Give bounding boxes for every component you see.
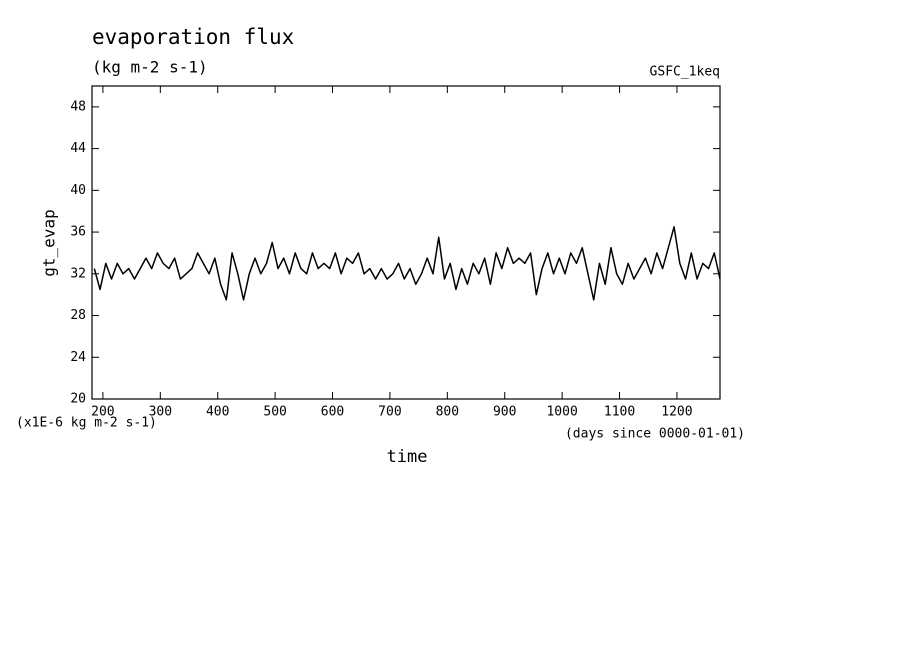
data-line: [93, 226, 721, 301]
y-tick-label: 44: [70, 141, 86, 156]
x-tick-label: 1200: [661, 405, 692, 420]
y-units: (x1E-6 kg m-2 s-1): [16, 416, 157, 431]
y-axis-label: gt_evap: [40, 209, 59, 276]
x-axis-label: time: [387, 447, 428, 467]
y-tick-label: 28: [70, 308, 86, 323]
x-tick-label: 500: [263, 405, 286, 420]
x-tick-label: 300: [149, 405, 172, 420]
chart-subtitle: (kg m-2 s-1): [92, 58, 208, 77]
y-tick-label: 36: [70, 225, 86, 240]
chart-title: evaporation flux: [92, 25, 294, 49]
y-tick-label: 48: [70, 99, 86, 114]
x-tick-label: 200: [91, 405, 114, 420]
y-tick-label: 40: [70, 183, 86, 198]
x-units: (days since 0000-01-01): [565, 427, 745, 442]
x-tick-label: 1100: [604, 405, 635, 420]
x-tick-label: 1000: [546, 405, 577, 420]
y-tick-label: 20: [70, 392, 86, 407]
x-tick-label: 700: [378, 405, 401, 420]
x-tick-label: 900: [493, 405, 516, 420]
y-tick-label: 32: [70, 266, 86, 281]
y-tick-label: 24: [70, 350, 86, 365]
x-tick-label: 800: [436, 405, 459, 420]
plot-frame: [91, 85, 721, 400]
x-tick-label: 400: [206, 405, 229, 420]
x-tick-label: 600: [321, 405, 344, 420]
annotation: GSFC_1keq: [650, 65, 720, 80]
